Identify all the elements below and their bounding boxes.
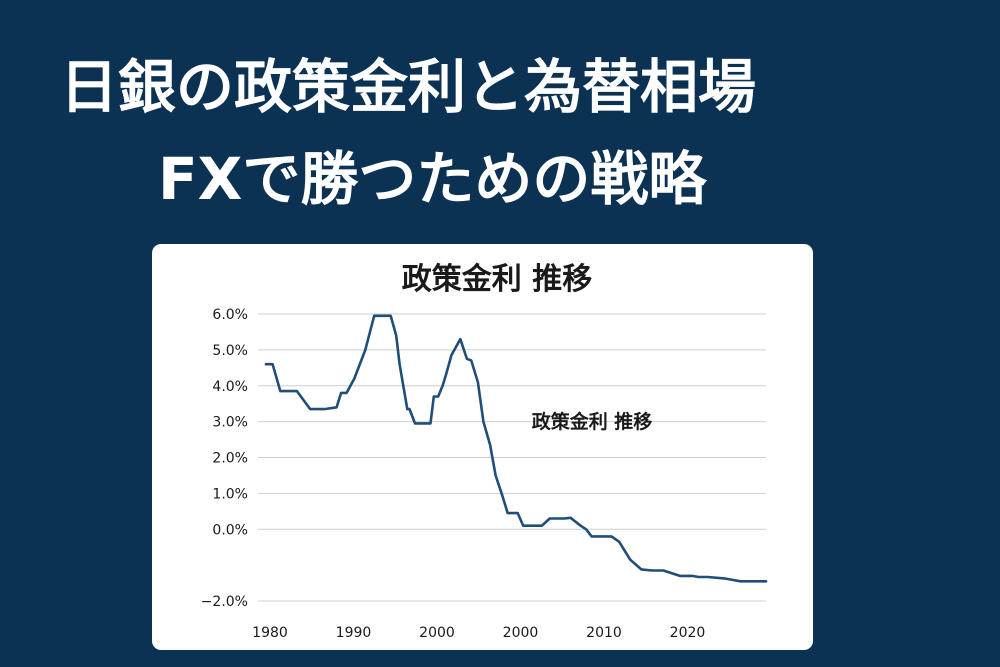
chart-card: 6.0% 5.0% 4.0% 3.0% 2.0% 1.0% 0.0% −2.0% 1980 19… (152, 244, 813, 650)
page-title-line-1: 日銀の政策金利と為替相場 (60, 53, 757, 121)
chart-annotation: 政策金利 推移 (532, 410, 653, 433)
y-tick-label: −2.0% (201, 594, 248, 610)
x-tick-label: 1980 (252, 625, 288, 641)
policy-rate-chart: 6.0%5.0%4.0%3.0%2.0%1.0%0.0%−2.0% 1980 19… (201, 262, 768, 641)
x-tick-label: 2010 (586, 625, 622, 641)
x-tick-label: 2020 (670, 625, 706, 641)
y-tick-label: 2.0% (212, 451, 248, 467)
chart-grid (258, 313, 766, 602)
x-axis-ticks: 1980 1990 2000 2000 2010 2020 (252, 625, 705, 641)
policy-rate-series-line (264, 314, 768, 583)
chart-title: 政策金利 推移 (402, 262, 592, 297)
x-tick-label: 2000 (419, 625, 455, 641)
x-tick-label: 2000 (503, 625, 539, 641)
y-tick-label: 3.0% (212, 415, 248, 431)
page-title-line-2: FXで勝つための戦略 (158, 145, 707, 213)
y-tick-label: 1.0% (212, 486, 248, 502)
y-axis-ticks: 6.0% 5.0% 4.0% 3.0% 2.0% 1.0% 0.0% −2.0% (201, 307, 248, 610)
y-tick-label: 4.0% (212, 379, 248, 395)
y-tick-label: 0.0% (212, 522, 248, 538)
y-tick-label: 6.0% (212, 307, 248, 323)
y-tick-label: 5.0% (212, 343, 248, 359)
x-tick-label: 1990 (336, 625, 372, 641)
